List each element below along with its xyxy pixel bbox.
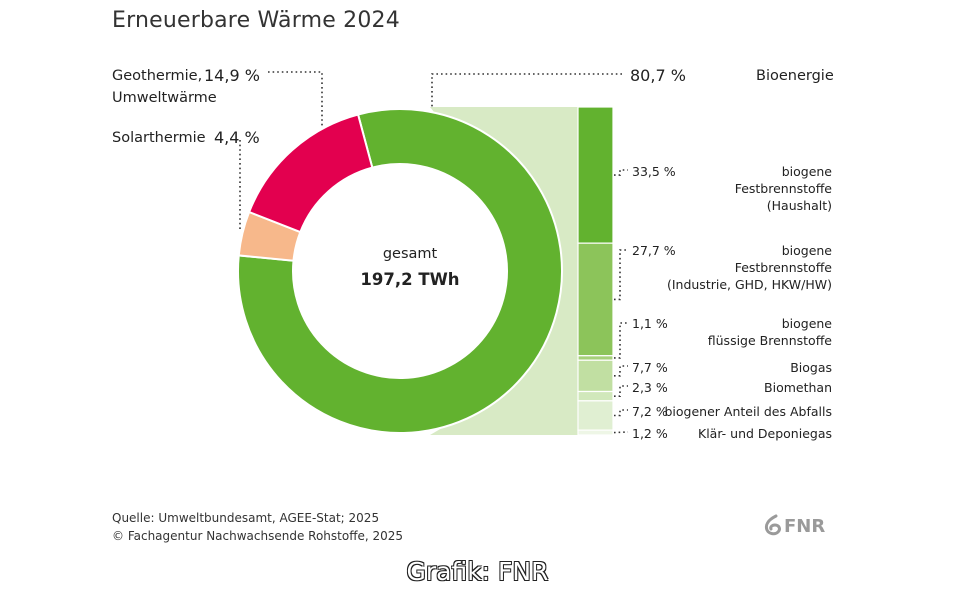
bar-fest-haushalt — [577, 106, 614, 244]
bar-fluessig — [577, 355, 614, 361]
bar-abfall — [577, 400, 614, 431]
center-label: gesamt — [382, 246, 438, 262]
label-fest-industrie: biogene Festbrennstoffe (Industrie, GHD, H… — [666, 243, 832, 292]
value-bioenergie: 80,7 % — [630, 66, 686, 85]
donut-ring — [237, 108, 563, 434]
label-abfall: biogener Anteil des Abfalls — [664, 404, 832, 419]
leader-fest-haushalt — [614, 169, 628, 176]
leader-abfall — [614, 409, 628, 417]
bar-biogas — [577, 359, 614, 393]
label-fluessig: biogene flüssige Brennstoffe — [707, 316, 832, 348]
breakdown-bar — [577, 106, 614, 436]
value-klaergas: 1,2 % — [632, 426, 668, 441]
leader-geothermie — [268, 71, 323, 126]
fnr-logo: FNR — [762, 514, 825, 537]
slice-bioenergie — [237, 108, 563, 434]
leader-fest-industrie — [614, 249, 628, 301]
bioenergie-band — [430, 107, 578, 435]
label-fest-haushalt: biogene Festbrennstoffe (Haushalt) — [734, 164, 832, 213]
center-value: 197,2 TWh — [360, 270, 460, 289]
value-solarthermie: 4,4 % — [214, 128, 260, 147]
leader-lines — [239, 71, 629, 434]
leader-biogas — [614, 365, 628, 377]
label-bioenergie: Bioenergie — [756, 68, 834, 84]
source-line-1: Quelle: Umweltbundesamt, AGEE-Stat; 2025 — [112, 511, 380, 525]
leader-klaergas — [613, 431, 629, 434]
value-abfall: 7,2 % — [632, 404, 668, 419]
bar-biomethan — [577, 390, 614, 402]
slice-geothermie — [247, 113, 374, 234]
value-fest-industrie: 27,7 % — [632, 243, 676, 258]
label-biomethan: Biomethan — [764, 380, 832, 395]
leader-biomethan — [614, 385, 628, 397]
chart-title: Erneuerbare Wärme 2024 — [112, 8, 400, 33]
value-geothermie: 14,9 % — [204, 66, 260, 85]
leader-bioenergie — [431, 73, 622, 108]
image-credit: Grafik: FNR — [406, 557, 549, 586]
fnr-logo-text: FNR — [784, 516, 826, 537]
value-biogas: 7,7 % — [632, 360, 668, 375]
value-fest-haushalt: 33,5 % — [632, 164, 676, 179]
bar-klaergas — [577, 429, 614, 436]
label-geothermie-line2: Umweltwärme — [112, 90, 217, 106]
label-klaergas: Klär- und Deponiegas — [698, 426, 832, 441]
label-solarthermie: Solarthermie — [112, 130, 206, 146]
value-biomethan: 2,3 % — [632, 380, 668, 395]
value-fluessig: 1,1 % — [632, 316, 668, 331]
label-biogas: Biogas — [790, 360, 832, 375]
source-line-2: © Fachagentur Nachwachsende Rohstoffe, 2… — [112, 529, 404, 543]
fnr-logo-icon — [764, 514, 781, 536]
leader-fluessig — [614, 322, 628, 359]
label-geothermie-line1: Geothermie, — [112, 68, 203, 84]
bar-fest-industrie — [577, 242, 614, 357]
